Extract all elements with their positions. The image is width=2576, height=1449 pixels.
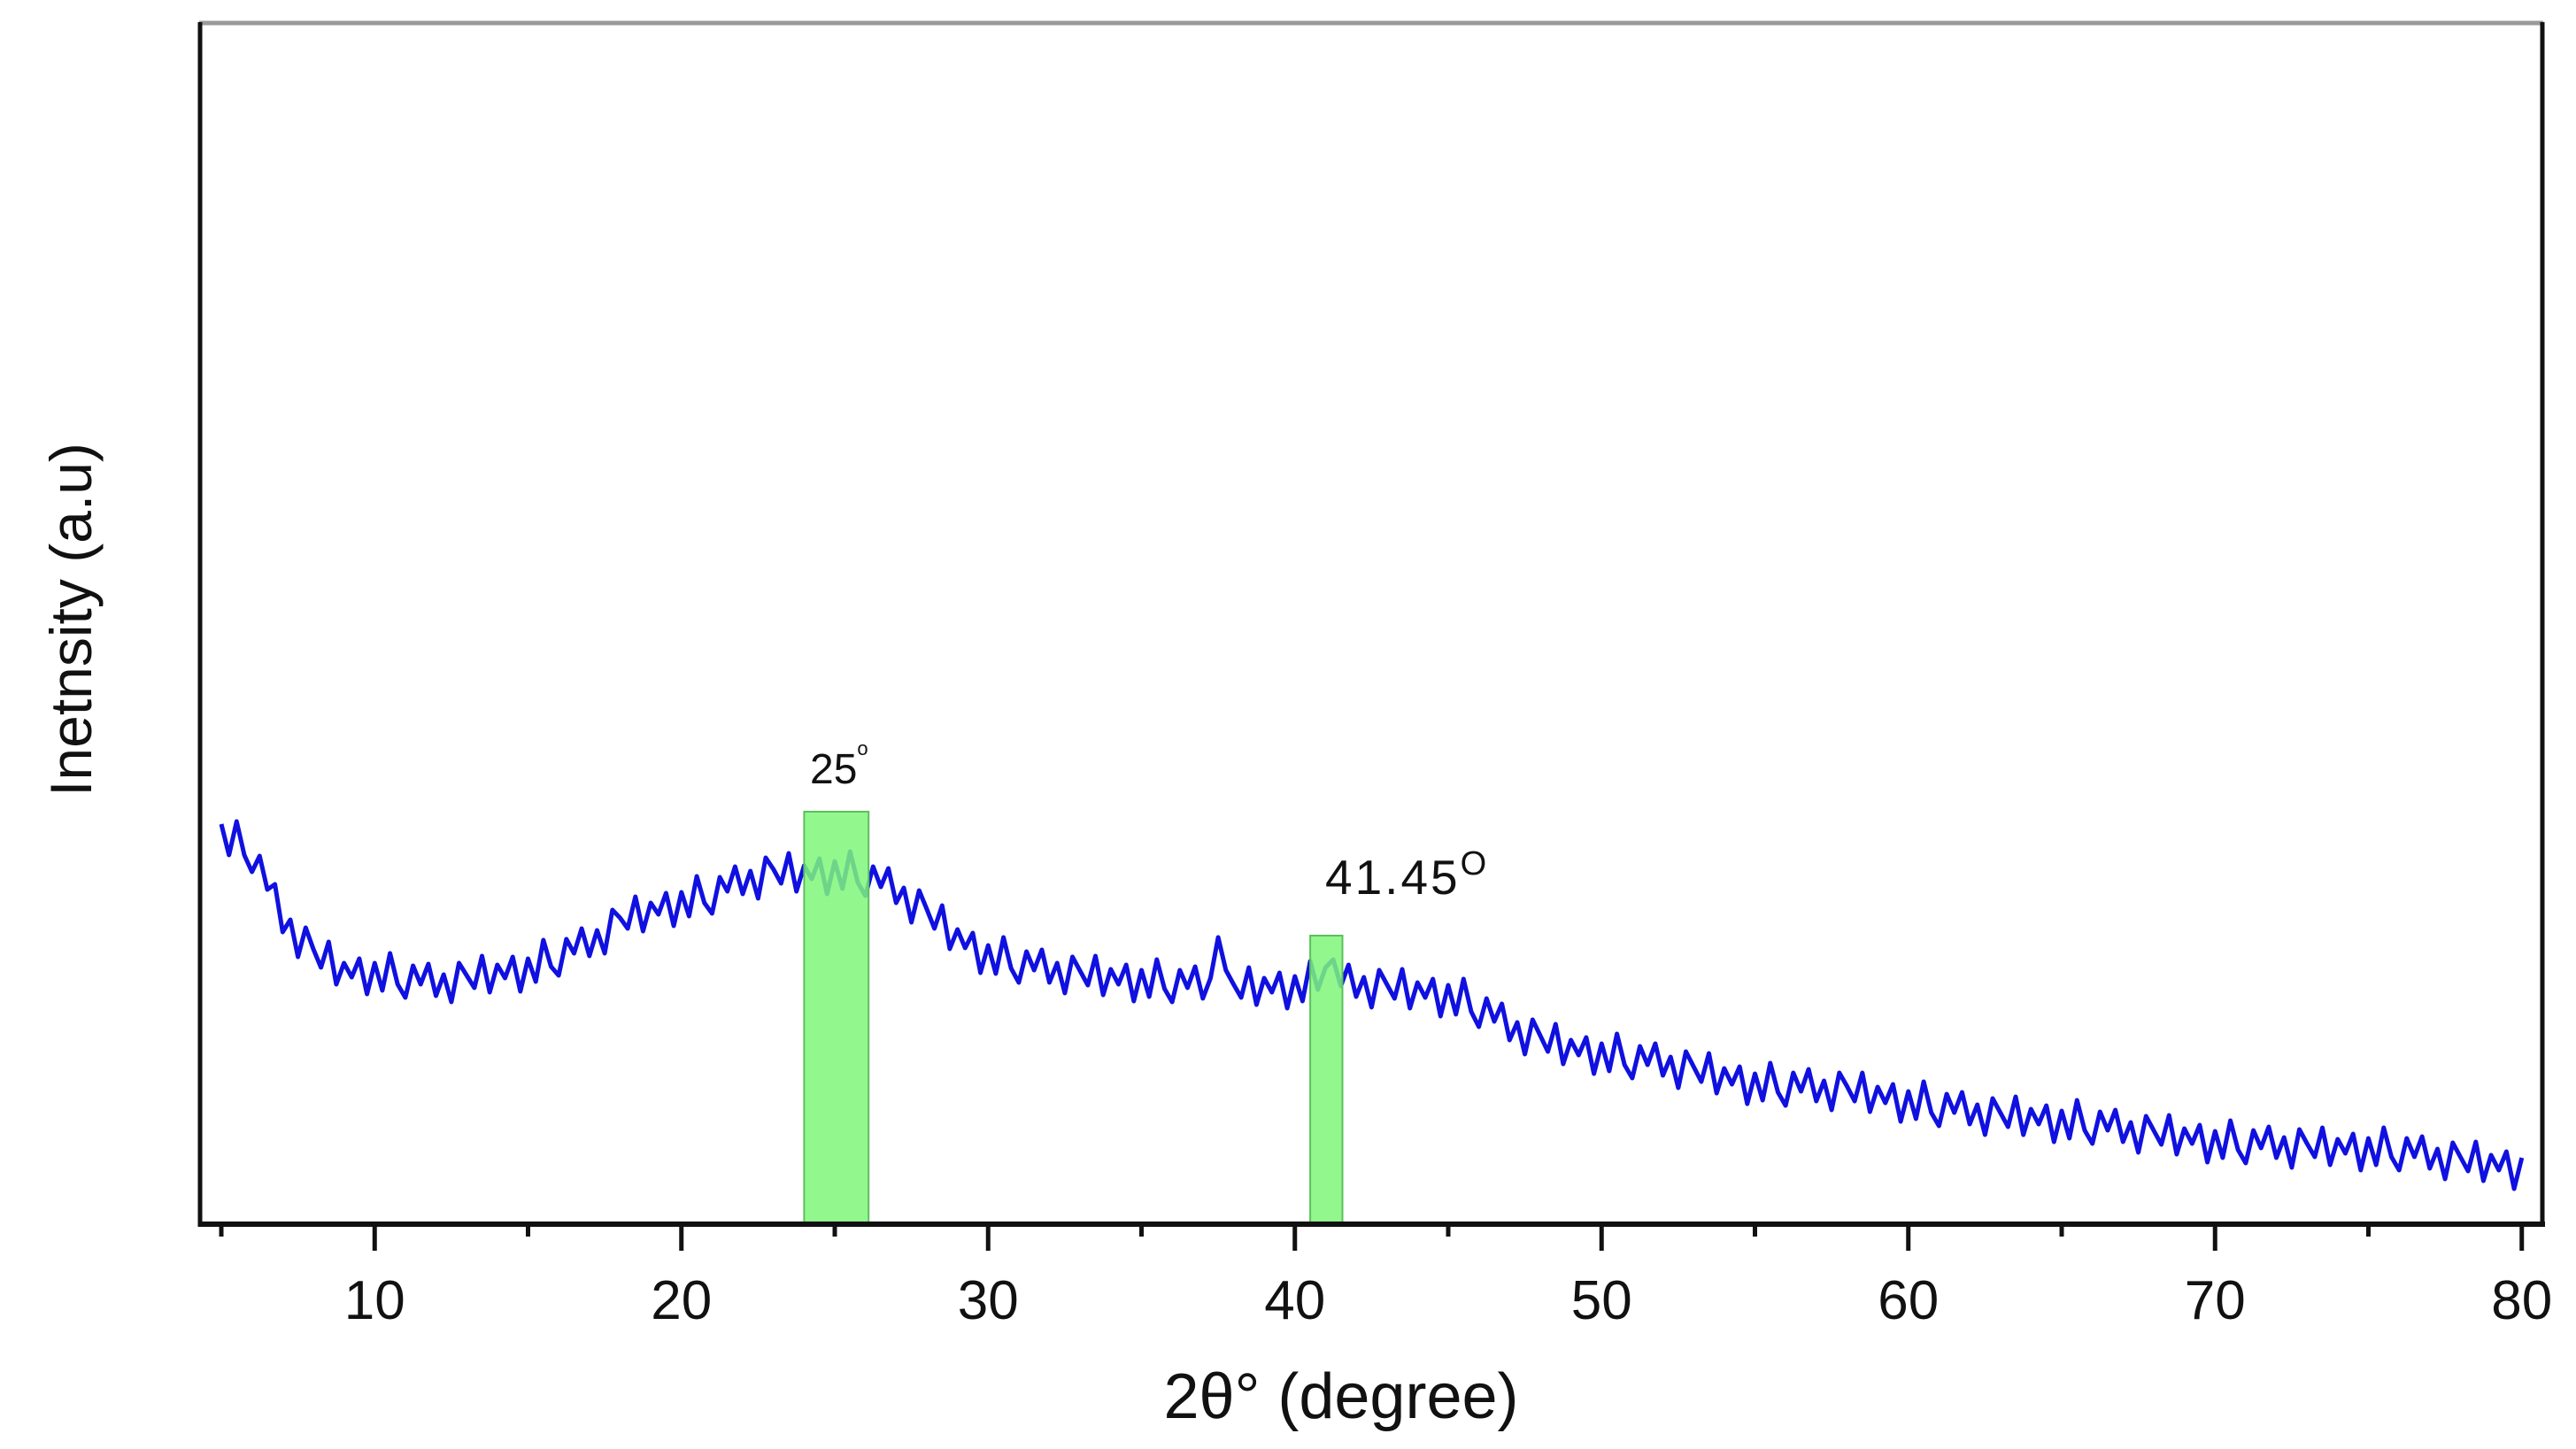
- x-tick-label-20: 20: [651, 1270, 712, 1331]
- x-tick-label-30: 30: [958, 1270, 1019, 1331]
- x-tick-label-80: 80: [2491, 1270, 2552, 1331]
- y-axis-label: Inetnsity (a.u): [38, 443, 104, 797]
- plot-area: [199, 22, 2543, 1224]
- x-axis-tick-labels: 10 20 30 40 50 60 70 80: [344, 1270, 2552, 1331]
- peak-label-25-degree: o: [857, 737, 868, 759]
- peak-label-25-value: 25: [810, 746, 857, 793]
- peak-highlights: [803, 811, 1344, 1225]
- peak-label-41-45-value: 41.45: [1325, 850, 1461, 905]
- x-tick-label-10: 10: [344, 1270, 405, 1331]
- peak-highlight-band-2: [1309, 935, 1344, 1225]
- peak-label-41-45: 41.45O: [1325, 845, 1486, 905]
- x-tick-label-70: 70: [2185, 1270, 2246, 1331]
- peak-label-25: 25o: [810, 737, 868, 793]
- x-tick-label-50: 50: [1571, 1270, 1632, 1331]
- x-tick-label-40: 40: [1264, 1270, 1325, 1331]
- x-tick-label-60: 60: [1878, 1270, 1939, 1331]
- x-axis-label: 2θ° (degree): [1163, 1361, 1518, 1432]
- peak-highlight-band-1: [803, 811, 870, 1225]
- xrd-data-line: [219, 819, 2525, 1191]
- x-axis-ticks: [219, 1224, 2525, 1251]
- peak-label-41-45-degree: O: [1461, 845, 1487, 883]
